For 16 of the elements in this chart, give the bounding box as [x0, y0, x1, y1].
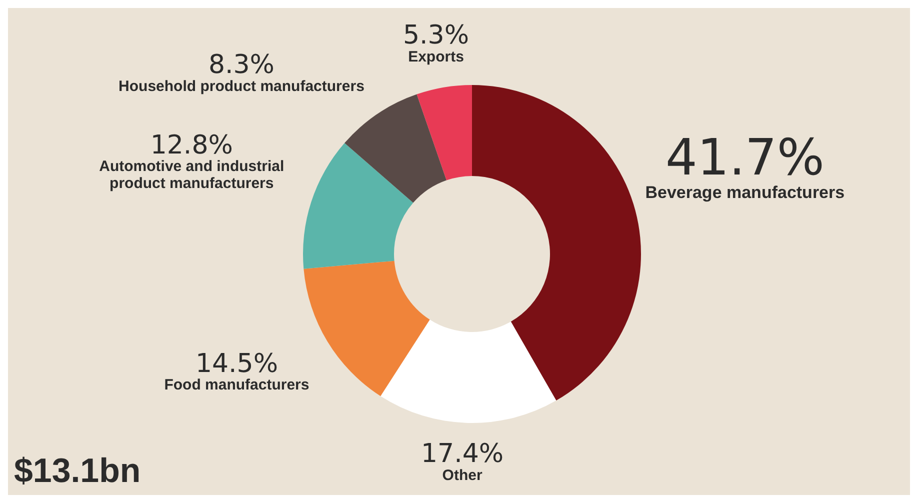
donut-slice	[472, 85, 641, 401]
donut-slice	[303, 143, 414, 269]
data-label: 17.4%	[420, 439, 504, 470]
data-label: 14.5%	[195, 348, 278, 379]
data-label: 5.3%	[402, 20, 470, 51]
text: $13.1bn	[14, 452, 141, 491]
slice-label: Food manufacturers	[164, 376, 310, 394]
slice-label: Household product manufacturers	[118, 78, 364, 96]
donut-slice	[416, 85, 472, 180]
slice-label: Exports	[408, 48, 464, 66]
data-label: 12.8%	[150, 130, 233, 160]
slice-label: Other	[442, 466, 482, 484]
data-label: 8.3%	[208, 50, 275, 80]
donut-slice	[380, 320, 556, 423]
donut-slice	[344, 94, 447, 203]
slice-label: Automotive and industrial product manufacturers	[99, 158, 284, 192]
